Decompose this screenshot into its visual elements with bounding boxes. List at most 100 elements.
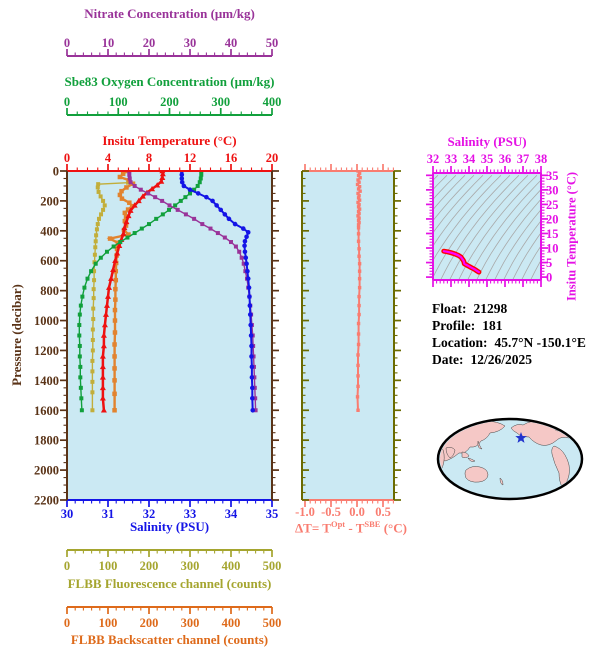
svg-text:300: 300 [181, 616, 200, 630]
svg-text:4: 4 [105, 151, 112, 165]
svg-text:100: 100 [99, 559, 118, 573]
svg-text:200: 200 [140, 616, 159, 630]
delta-t-title-sup-opt: Opt [330, 519, 346, 529]
float-value: 21298 [473, 301, 508, 316]
svg-text:50: 50 [266, 36, 279, 50]
svg-text:32: 32 [143, 507, 156, 521]
svg-text:32: 32 [427, 152, 440, 166]
profile-label: Profile: [432, 318, 476, 333]
date-label: Date: [432, 352, 464, 367]
svg-text:-0.5: -0.5 [321, 505, 341, 519]
svg-text:35: 35 [481, 152, 494, 166]
svg-text:34: 34 [463, 152, 476, 166]
main-profiles [77, 171, 258, 413]
delta-t-title-mid: - T [345, 520, 365, 536]
svg-text:30: 30 [61, 507, 74, 521]
svg-text:500: 500 [263, 559, 282, 573]
svg-text:25: 25 [546, 198, 559, 212]
svg-text:800: 800 [40, 284, 59, 298]
svg-text:40: 40 [225, 36, 238, 50]
delta-t-title-sup-sbe: SBE [364, 519, 381, 529]
svg-text:12: 12 [184, 151, 197, 165]
svg-text:34: 34 [225, 507, 238, 521]
svg-text:16: 16 [225, 151, 238, 165]
float-info-row-location: Location: 45.7°N -150.1°E [432, 334, 586, 351]
delta-t-title-suffix: (°C) [380, 520, 407, 536]
svg-text:0.5: 0.5 [375, 505, 391, 519]
svg-text:100: 100 [99, 616, 118, 630]
svg-text:20: 20 [266, 151, 279, 165]
pressure-axis-title: Pressure (decibar) [9, 284, 24, 386]
svg-text:2200: 2200 [34, 494, 59, 508]
svg-text:31: 31 [102, 507, 115, 521]
svg-text:0.0: 0.0 [349, 505, 365, 519]
svg-text:400: 400 [222, 559, 241, 573]
svg-text:30: 30 [184, 36, 197, 50]
svg-text:200: 200 [140, 559, 159, 573]
date-value: 12/26/2025 [470, 352, 532, 367]
svg-text:500: 500 [263, 616, 282, 630]
svg-text:8: 8 [146, 151, 152, 165]
svg-text:0: 0 [64, 36, 70, 50]
ts-temperature-axis-title: Insitu Temperature (°C) [564, 171, 579, 302]
ts-diagram [433, 175, 541, 280]
svg-text:33: 33 [184, 507, 197, 521]
svg-text:200: 200 [160, 95, 179, 109]
svg-text:300: 300 [211, 95, 230, 109]
svg-text:37: 37 [517, 152, 530, 166]
svg-text:100: 100 [109, 95, 128, 109]
svg-text:0: 0 [64, 616, 70, 630]
float-info: Float: 21298 Profile: 181 Location: 45.7°N … [432, 300, 586, 368]
svg-text:0: 0 [546, 271, 552, 285]
svg-text:30: 30 [546, 183, 559, 197]
svg-text:2000: 2000 [34, 464, 59, 478]
svg-text:400: 400 [263, 95, 282, 109]
svg-text:200: 200 [40, 194, 59, 208]
nitrate-axis-title: Nitrate Concentration (μm/kg) [84, 6, 255, 21]
float-info-row-profile: Profile: 181 [432, 317, 586, 334]
svg-text:38: 38 [535, 152, 548, 166]
svg-text:400: 400 [40, 224, 59, 238]
svg-text:1600: 1600 [34, 404, 59, 418]
temperature-axis-title: Insitu Temperature (°C) [102, 133, 237, 148]
svg-text:-1.0: -1.0 [295, 505, 315, 519]
svg-text:35: 35 [266, 507, 279, 521]
backscatter-axis-title: FLBB Backscatter channel (counts) [70, 632, 269, 647]
svg-text:1000: 1000 [34, 314, 59, 328]
svg-text:5: 5 [546, 256, 552, 270]
svg-text:0: 0 [64, 151, 70, 165]
float-label: Float: [432, 301, 467, 316]
float-location-star [515, 432, 527, 443]
svg-text:0: 0 [53, 165, 59, 179]
float-info-row-float: Float: 21298 [432, 300, 586, 317]
salinity-axis-title: Salinity (PSU) [129, 519, 210, 534]
svg-text:0: 0 [64, 95, 70, 109]
svg-text:33: 33 [445, 152, 458, 166]
svg-text:600: 600 [40, 254, 59, 268]
svg-text:10: 10 [102, 36, 115, 50]
svg-text:1400: 1400 [34, 374, 59, 388]
delta-t-profile [355, 171, 362, 412]
ts-panel-bg [433, 173, 541, 280]
ts-salinity-axis-title: Salinity (PSU) [447, 134, 527, 149]
fluorescence-axis-title: FLBB Fluorescence channel (counts) [67, 576, 272, 591]
profile-value: 181 [482, 318, 503, 333]
location-label: Location: [432, 335, 488, 350]
world-map [436, 417, 584, 501]
location-value: 45.7°N -150.1°E [494, 335, 586, 350]
svg-text:15: 15 [546, 227, 559, 241]
svg-text:300: 300 [181, 559, 200, 573]
svg-text:1200: 1200 [34, 344, 59, 358]
svg-text:10: 10 [546, 242, 559, 256]
delta-t-title-prefix: ΔT= T [295, 520, 331, 536]
float-info-row-date: Date: 12/26/2025 [432, 351, 586, 368]
delta-panel-bg [302, 171, 394, 500]
svg-text:35: 35 [546, 169, 559, 183]
svg-text:20: 20 [546, 212, 559, 226]
svg-text:1800: 1800 [34, 434, 59, 448]
svg-text:0: 0 [64, 559, 70, 573]
svg-text:20: 20 [143, 36, 156, 50]
